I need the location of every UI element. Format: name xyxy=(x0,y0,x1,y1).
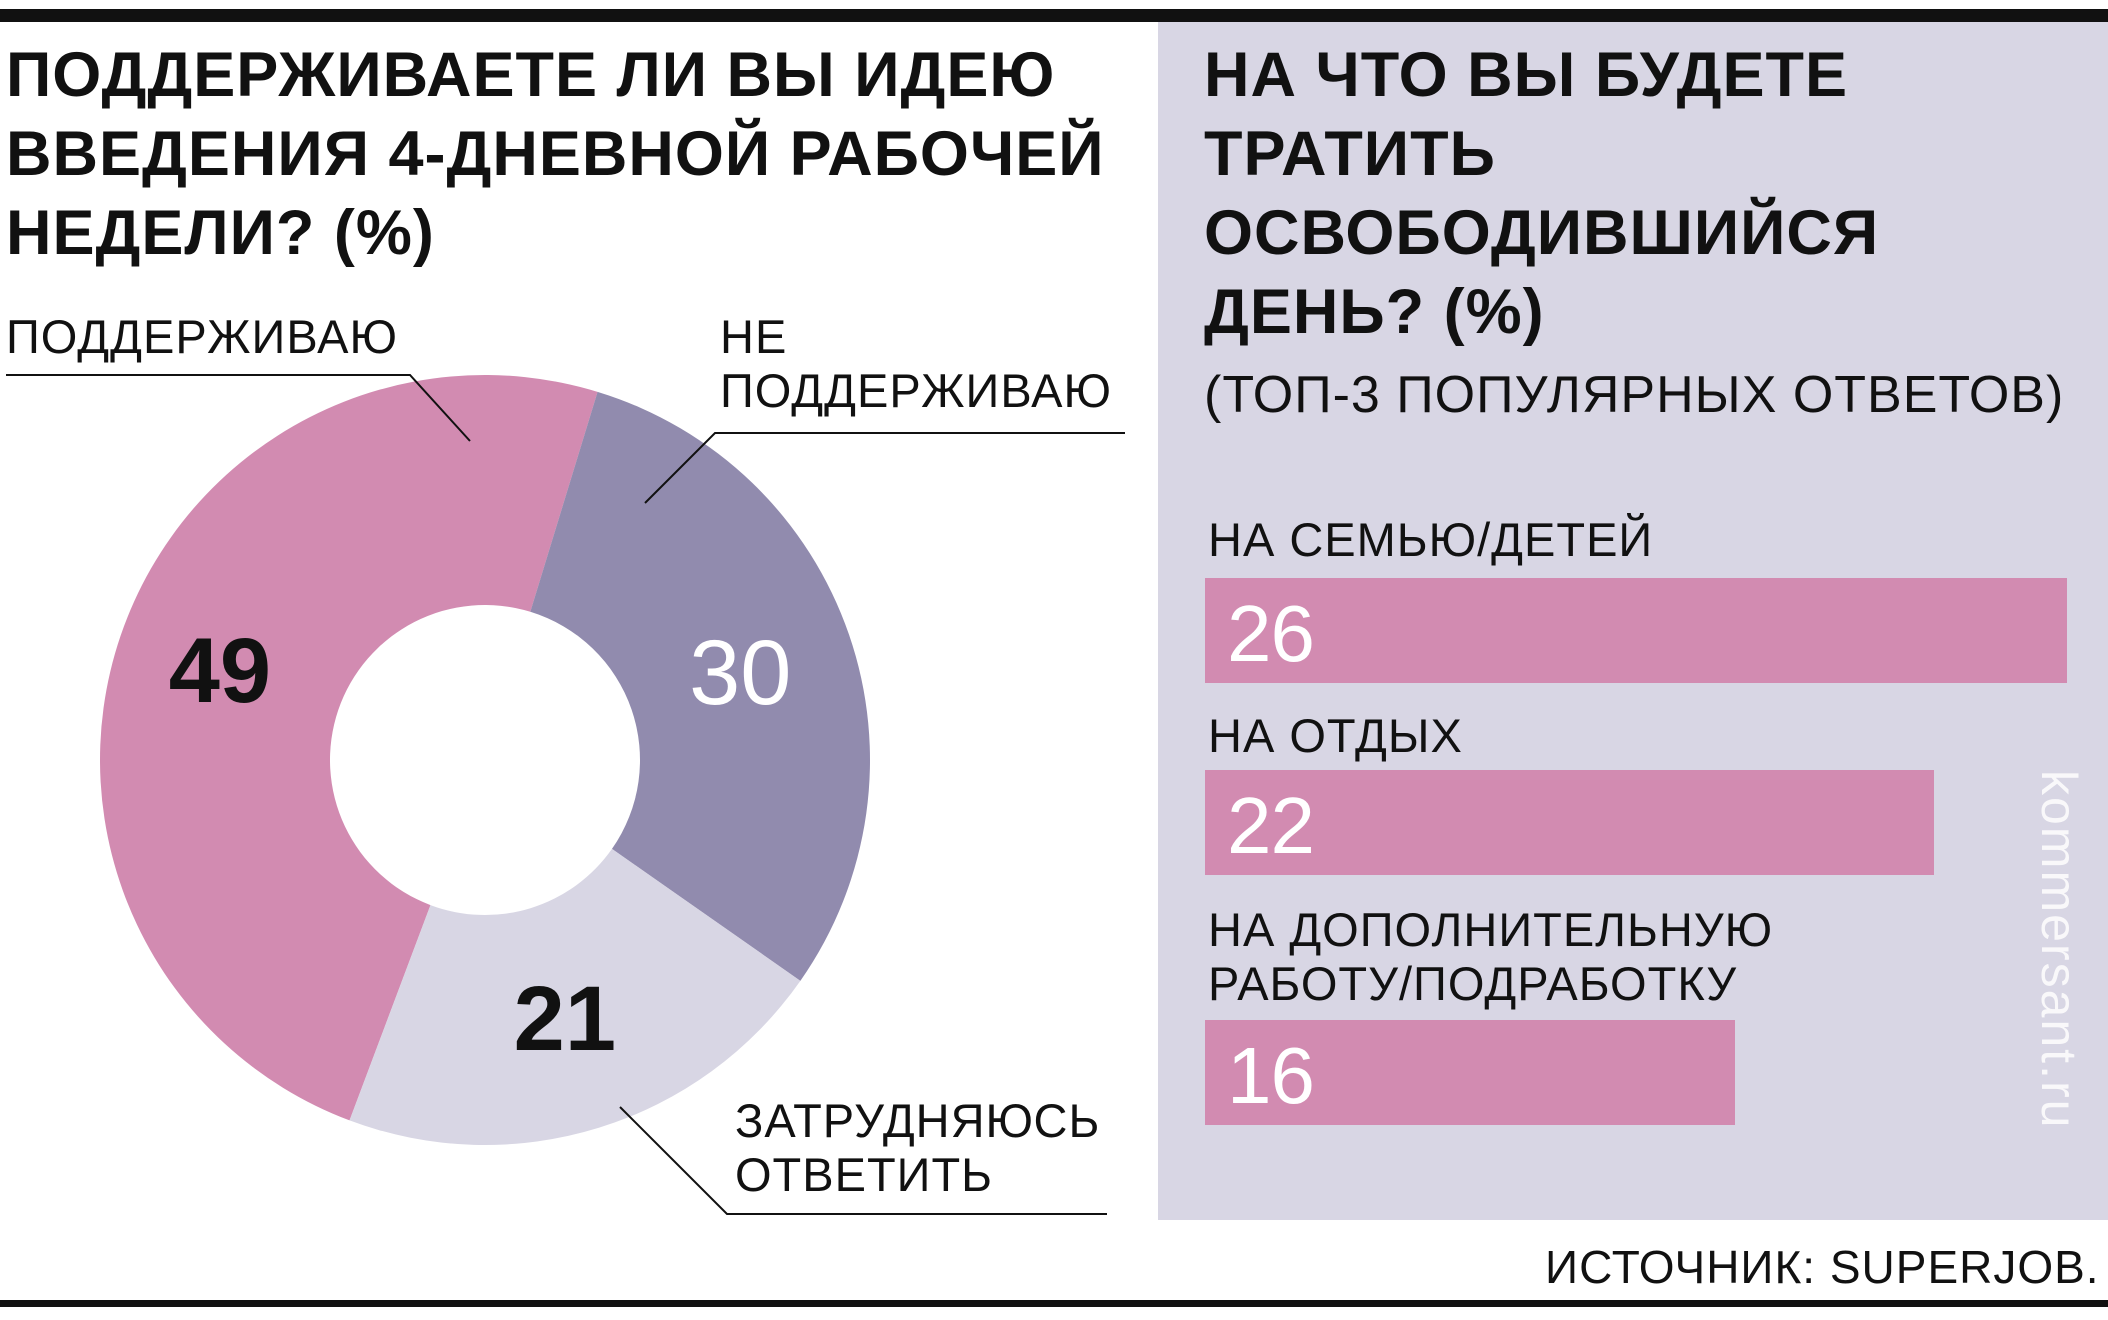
leader-line-support xyxy=(6,374,471,442)
bar-chart-subtitle: (ТОП-3 ПОПУЛЯРНЫХ ОТВЕТОВ) xyxy=(1204,366,2065,424)
label-not-support-line1: НЕ xyxy=(720,310,788,363)
leader-line-undecided xyxy=(619,1106,1107,1215)
source-note: ИСТОЧНИК: SUPERJOB. xyxy=(1545,1241,2100,1293)
donut-slice-not-support xyxy=(530,391,871,981)
donut-value-support: 49 xyxy=(169,620,271,722)
bar-label-family: НА СЕМЬЮ/ДЕТЕЙ xyxy=(1208,513,1654,566)
leader-line-not-support xyxy=(644,432,1125,504)
label-not-support-line2: ПОДДЕРЖИВАЮ xyxy=(720,364,1112,417)
label-undecided-line2: ОТВЕТИТЬ xyxy=(735,1148,994,1201)
bar-chart-title: НА ЧТО ВЫ БУДЕТЕ ТРАТИТЬ ОСВОБОДИВШИЙСЯ … xyxy=(1204,40,1880,347)
donut-chart-title: ПОДДЕРЖИВАЕТЕ ЛИ ВЫ ИДЕЮ ВВЕДЕНИЯ 4-ДНЕВ… xyxy=(6,40,1105,268)
bar-value-rest: 22 xyxy=(1227,781,1315,870)
bar-label-extra-work-line2: РАБОТУ/ПОДРАБОТКУ xyxy=(1208,957,1738,1010)
bar-value-family: 26 xyxy=(1227,589,1315,678)
bar-extra-work: 16 xyxy=(1205,1020,1735,1125)
label-support: ПОДДЕРЖИВАЮ xyxy=(6,310,398,363)
bar-value-extra-work: 16 xyxy=(1227,1031,1315,1120)
donut-value-not-support: 30 xyxy=(689,622,791,724)
bar-label-rest: НА ОТДЫХ xyxy=(1208,709,1463,762)
donut-chart: 49 30 21 xyxy=(6,374,1125,1215)
bottom-rule xyxy=(0,1300,2108,1307)
donut-slice-undecided xyxy=(349,848,801,1145)
watermark: kommersant.ru xyxy=(2031,770,2087,1130)
bar-family: 26 xyxy=(1205,578,2067,683)
label-undecided-line1: ЗАТРУДНЯЮСЬ xyxy=(735,1094,1101,1147)
top-rule xyxy=(0,9,2108,22)
donut-value-undecided: 21 xyxy=(514,968,616,1070)
bar-label-extra-work-line1: НА ДОПОЛНИТЕЛЬНУЮ xyxy=(1208,903,1774,956)
donut-slice-support xyxy=(100,375,598,1121)
bar-rest: 22 xyxy=(1205,770,1934,875)
